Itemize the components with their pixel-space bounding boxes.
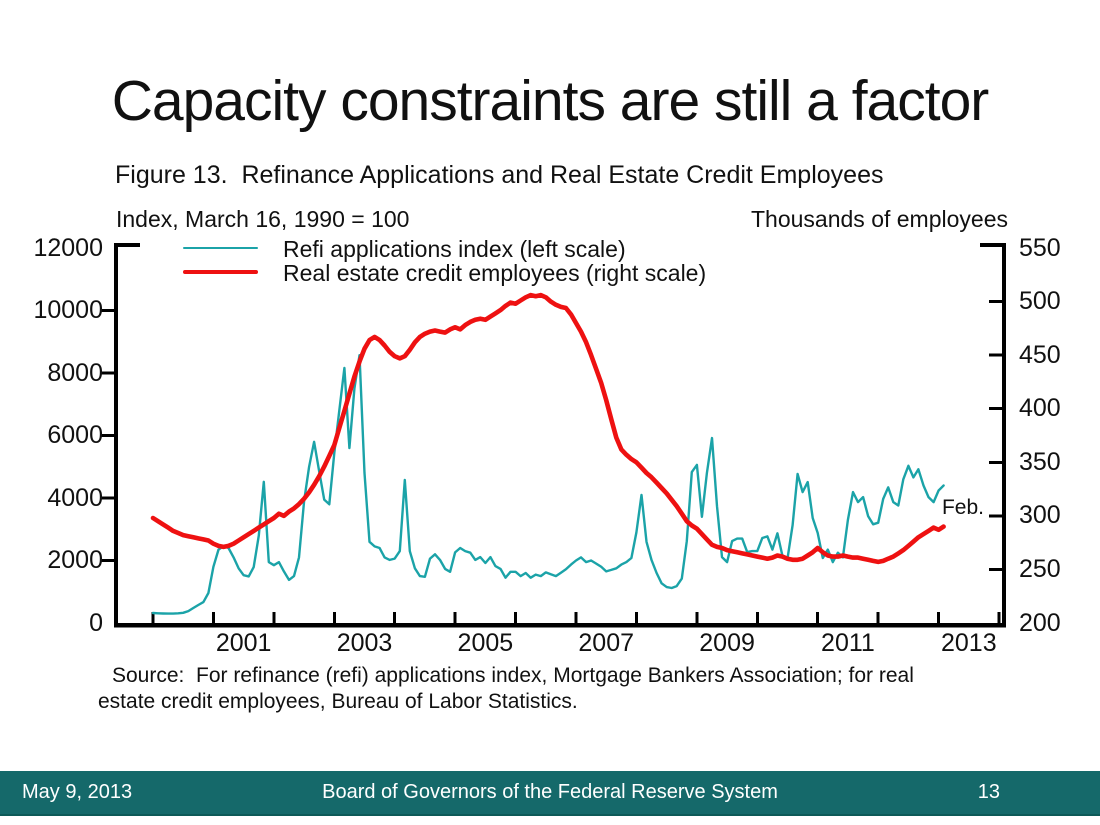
x-axis-year-label: 2001: [215, 629, 272, 657]
right-axis-tick-label: 450: [1019, 340, 1061, 369]
x-axis-year-label: 2009: [699, 629, 755, 657]
source-note-line2: estate credit employees, Bureau of Labor…: [98, 690, 578, 713]
legend-label: Real estate credit employees (right scal…: [283, 260, 707, 286]
right-axis-tick-label: 250: [1019, 554, 1061, 583]
right-axis-tick-label: 350: [1019, 447, 1061, 476]
left-axis-tick-label: 0: [89, 608, 103, 637]
legend-line-sample-employees: [183, 269, 258, 275]
left-axis-tick-label: 10000: [33, 296, 103, 324]
x-axis-year-label: 2003: [336, 629, 393, 657]
right-axis-tick-label: 550: [1019, 233, 1061, 262]
right-axis-tick-label: 500: [1019, 287, 1061, 316]
right-axis-caption: Thousands of employees: [751, 206, 1008, 232]
x-axis-year-label: 2011: [821, 629, 875, 657]
left-axis-tick-label: 8000: [47, 358, 103, 387]
series-line-refi-applications: [151, 354, 945, 615]
figure-caption: Figure 13. Refinance Applications and Re…: [115, 161, 884, 189]
left-axis-tick-label: 4000: [47, 483, 103, 512]
left-axis-caption: Index, March 16, 1990 = 100: [116, 206, 410, 232]
footer-organization: Board of Governors of the Federal Reserv…: [322, 781, 778, 803]
series-line-real-estate-credit-employees: [150, 292, 946, 565]
footer-page-number: 13: [977, 781, 1000, 803]
right-axis-tick-label: 400: [1019, 394, 1061, 423]
legend-line-sample-refi: [183, 246, 258, 250]
left-axis-tick-label: 12000: [33, 233, 103, 262]
footer-bar: May 9, 2013 Board of Governors of the Fe…: [0, 771, 1100, 816]
x-axis-year-label: 2013: [940, 629, 997, 657]
left-axis-tick-label: 6000: [47, 421, 103, 449]
legend-label: Refi applications index (left scale): [283, 236, 626, 262]
slide-title: Capacity constraints are still a factor: [111, 69, 990, 133]
x-axis-year-label: 2005: [457, 629, 514, 657]
right-axis-tick-label: 300: [1019, 501, 1061, 530]
footer-date: May 9, 2013: [22, 781, 133, 803]
right-axis-tick-label: 200: [1019, 608, 1061, 637]
series-end-annotation: Feb.: [941, 496, 984, 519]
source-note-line1: Source: For refinance (refi) application…: [112, 664, 914, 687]
x-axis-year-label: 2007: [578, 629, 635, 657]
left-axis-tick-label: 2000: [47, 546, 103, 574]
